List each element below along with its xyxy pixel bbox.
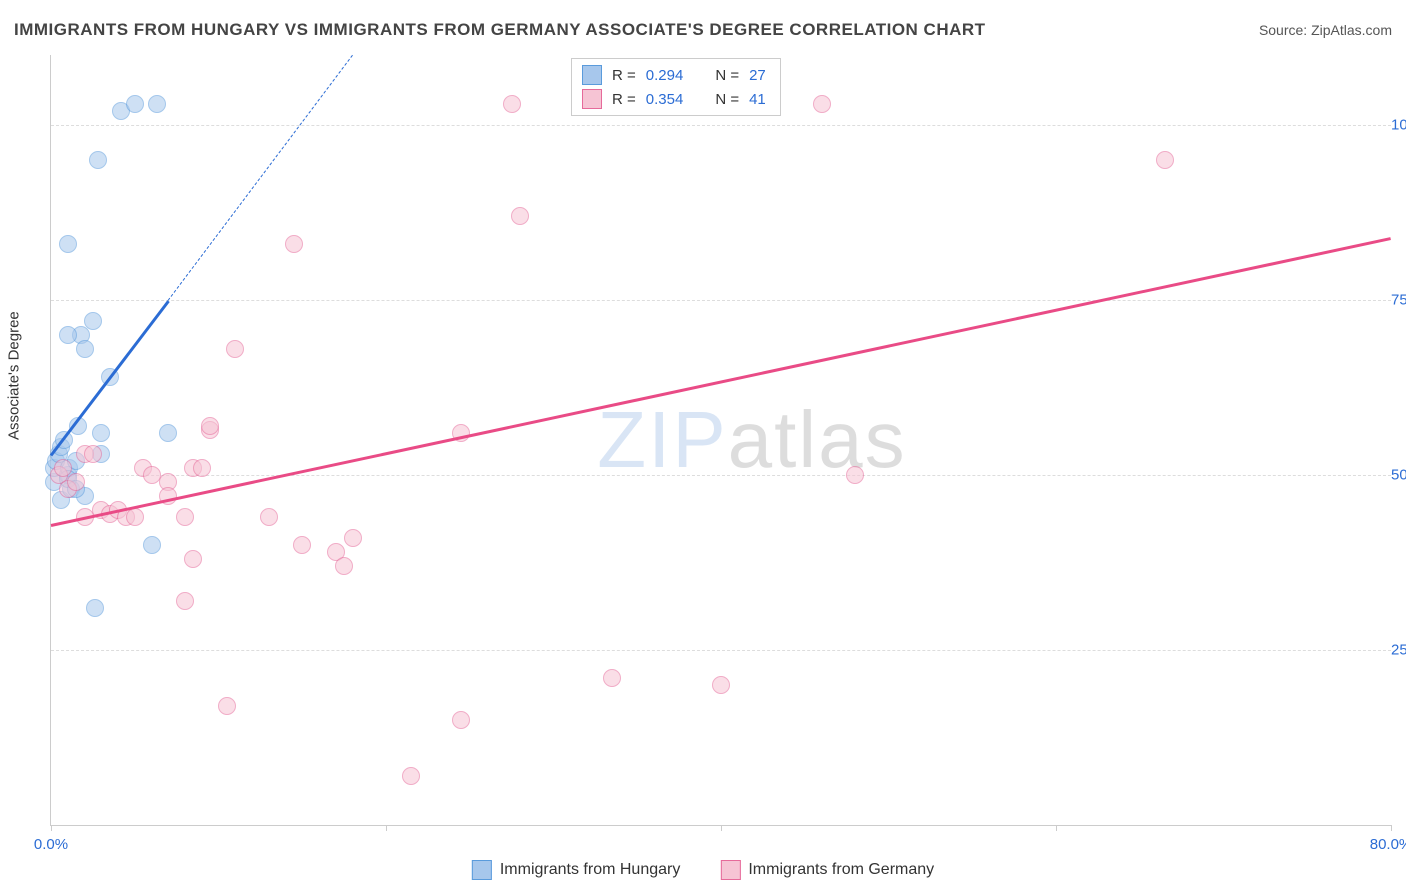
data-point [143,466,161,484]
data-point [76,340,94,358]
data-point [335,557,353,575]
plot-area: ZIPatlas R =0.294N =27R =0.354N =41 25.0… [50,55,1391,826]
stats-row: R = 0.354 N = 41 [582,87,766,111]
data-point [148,95,166,113]
data-point [402,767,420,785]
data-point [511,207,529,225]
data-point [285,235,303,253]
y-axis-label: Associate's Degree [6,311,23,440]
data-point [503,95,521,113]
r-value: 0.294 [646,67,684,84]
x-tick-label: 80.0% [1370,836,1406,853]
legend-item: Immigrants from Hungary [472,860,681,880]
r-value: 0.354 [646,91,684,108]
data-point [143,536,161,554]
chart-title: IMMIGRANTS FROM HUNGARY VS IMMIGRANTS FR… [14,20,986,40]
x-tick [51,825,52,831]
watermark-atlas: atlas [728,395,907,484]
stats-row: R = 0.294 N = 27 [582,63,766,87]
data-point [59,235,77,253]
data-point [86,599,104,617]
y-tick-label: 75.0% [1391,292,1406,309]
x-tick [1391,825,1392,831]
x-tick-label: 0.0% [34,836,68,853]
x-tick [1056,825,1057,831]
data-point [452,711,470,729]
data-point [846,466,864,484]
trend-line [51,237,1392,527]
n-value: 27 [749,67,766,84]
data-point [84,312,102,330]
n-label: N = [715,67,739,84]
legend-item: Immigrants from Germany [720,860,934,880]
data-point [603,669,621,687]
gridline [51,650,1391,651]
r-label: R = [612,91,636,108]
y-tick-label: 50.0% [1391,467,1406,484]
data-point [813,95,831,113]
legend-swatch [582,65,602,85]
data-point [193,459,211,477]
data-point [201,417,219,435]
data-point [1156,151,1174,169]
gridline [51,475,1391,476]
data-point [184,550,202,568]
data-point [176,508,194,526]
data-point [293,536,311,554]
data-point [126,95,144,113]
x-tick [386,825,387,831]
x-tick [721,825,722,831]
data-point [92,424,110,442]
data-point [89,151,107,169]
r-label: R = [612,67,636,84]
n-label: N = [715,91,739,108]
source-label: Source: ZipAtlas.com [1259,22,1392,38]
stats-legend: R = 0.294 N = 27 R = 0.354 N = 41 [571,58,781,116]
n-value: 41 [749,91,766,108]
watermark-zip: ZIP [597,395,727,484]
legend-swatch [472,860,492,880]
legend-swatch [582,89,602,109]
gridline [51,300,1391,301]
legend-label: Immigrants from Germany [748,861,934,879]
data-point [176,592,194,610]
data-point [218,697,236,715]
y-tick-label: 100.0% [1391,117,1406,134]
data-point [59,326,77,344]
data-point [260,508,278,526]
data-point [344,529,362,547]
series-legend: Immigrants from Hungary Immigrants from G… [472,860,934,880]
data-point [54,459,72,477]
data-point [712,676,730,694]
trend-line [168,55,353,301]
data-point [126,508,144,526]
data-point [67,473,85,491]
data-point [226,340,244,358]
y-tick-label: 25.0% [1391,642,1406,659]
gridline [51,125,1391,126]
legend-swatch [720,860,740,880]
data-point [159,424,177,442]
legend-label: Immigrants from Hungary [500,861,681,879]
data-point [84,445,102,463]
